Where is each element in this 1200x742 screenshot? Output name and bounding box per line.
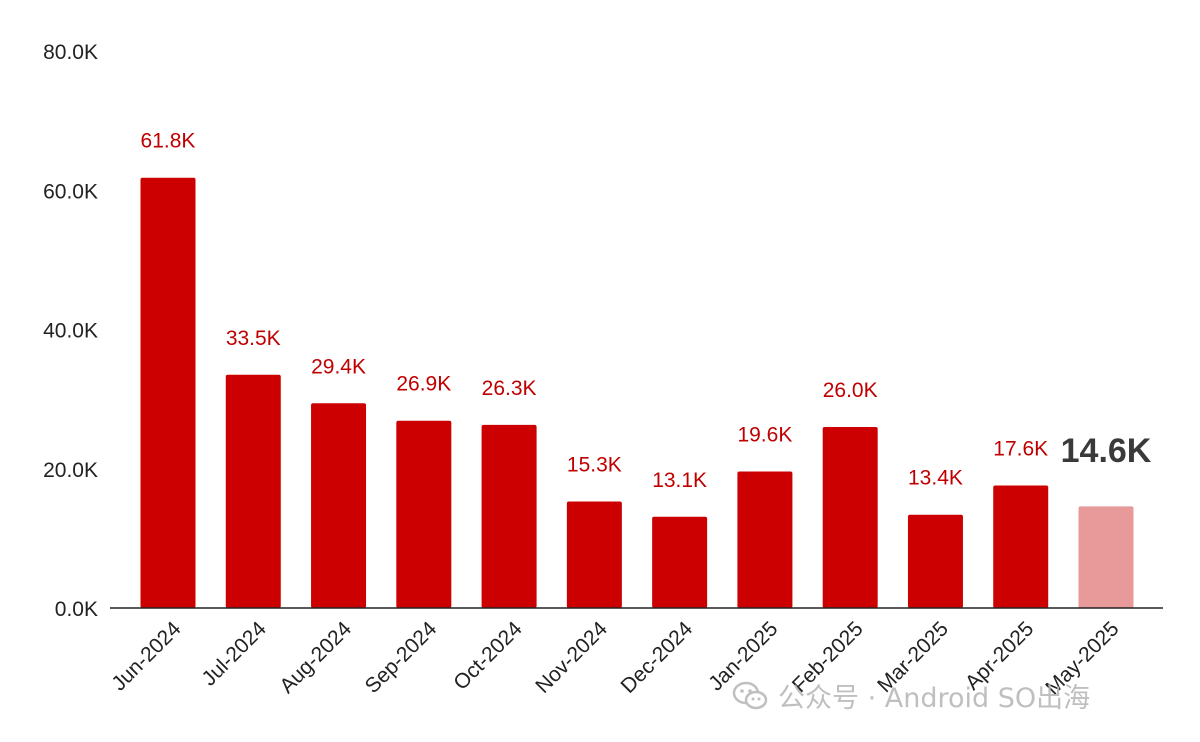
data-label: 13.4K <box>908 467 963 490</box>
data-label: 15.3K <box>567 453 622 476</box>
y-tick-label: 20.0K <box>43 459 98 482</box>
bar-feb-2025 <box>822 426 878 608</box>
bar-may-2025 <box>1078 506 1134 608</box>
data-label: 26.9K <box>396 373 451 396</box>
x-tick-label: Jun-2024 <box>107 617 185 695</box>
y-tick-label: 80.0K <box>43 41 98 64</box>
bar-sep-2024 <box>396 420 452 608</box>
watermark: 公众号 · Android SO出海 <box>732 676 1090 715</box>
data-labels: 61.8K 33.5K 29.4K 26.9K 26.3K 15.3K 13.1K 19.6K… <box>141 130 1152 492</box>
data-label: 29.4K <box>311 355 366 378</box>
bar-mar-2025 <box>907 514 963 608</box>
y-axis: 0.0K 20.0K 40.0K 60.0K 80.0K <box>43 41 98 621</box>
y-tick-label: 60.0K <box>43 180 98 203</box>
bar-jul-2024 <box>225 374 281 608</box>
bar-aug-2024 <box>311 403 367 608</box>
y-tick-label: 0.0K <box>55 598 98 621</box>
watermark-text: 公众号 · Android SO出海 <box>778 683 1091 714</box>
bar-oct-2024 <box>481 424 537 608</box>
data-label: 61.8K <box>141 130 196 153</box>
bar-dec-2024 <box>652 516 708 608</box>
data-label: 13.1K <box>652 469 707 492</box>
data-label: 26.3K <box>482 377 537 400</box>
bar-jan-2025 <box>737 471 793 608</box>
data-label: 26.0K <box>823 379 878 402</box>
bar-apr-2025 <box>993 485 1049 608</box>
x-tick-label: Jul-2024 <box>198 617 271 690</box>
data-label: 17.6K <box>993 437 1048 460</box>
bars <box>140 177 1134 608</box>
data-label: 19.6K <box>737 424 792 447</box>
x-tick-label: Aug-2024 <box>275 617 356 698</box>
bar-jun-2024 <box>140 177 196 608</box>
bar-nov-2024 <box>566 501 622 608</box>
data-label: 14.6K <box>1061 432 1152 470</box>
x-tick-label: Nov-2024 <box>531 617 612 698</box>
y-tick-label: 40.0K <box>43 320 98 343</box>
x-tick-label: Oct-2024 <box>449 617 527 695</box>
data-label: 33.5K <box>226 327 281 350</box>
x-tick-label: Dec-2024 <box>617 617 698 698</box>
wechat-icon <box>732 681 768 709</box>
x-tick-label: Sep-2024 <box>361 617 442 698</box>
